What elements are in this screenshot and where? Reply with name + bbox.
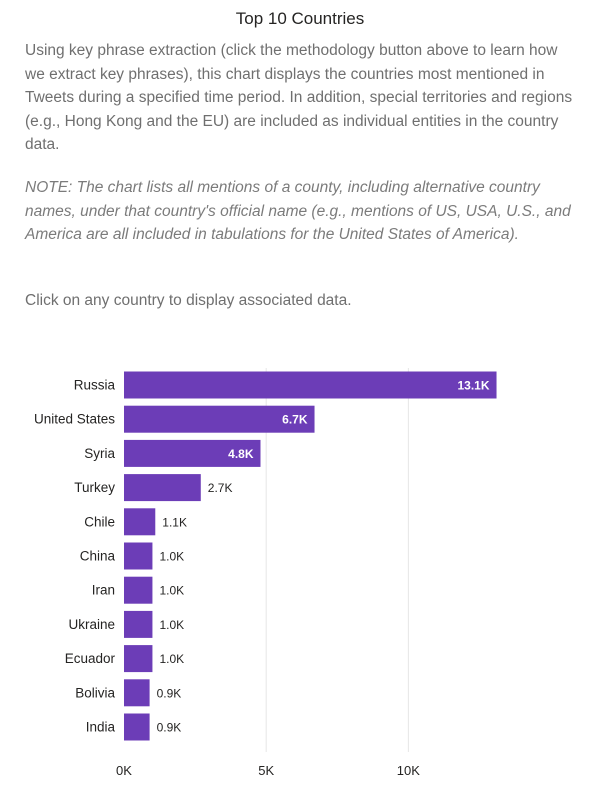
bar[interactable] [124, 645, 153, 673]
category-label[interactable]: Syria [84, 446, 115, 461]
bar[interactable] [124, 542, 153, 570]
bar[interactable] [124, 713, 150, 741]
data-label: 2.7K [208, 481, 233, 495]
x-tick-label: 0K [116, 763, 132, 778]
category-label[interactable]: Bolivia [75, 685, 115, 700]
category-label[interactable]: Chile [84, 514, 115, 529]
data-label: 1.0K [159, 550, 184, 564]
bar[interactable] [124, 371, 497, 399]
description-paragraph: Using key phrase extraction (click the m… [25, 42, 573, 153]
bar[interactable] [124, 405, 315, 433]
data-label: 1.0K [159, 652, 184, 666]
x-axis: 0K 5K 10K [116, 763, 420, 778]
category-labels: Russia United States Syria Turkey Chile China… [34, 378, 116, 735]
bar[interactable] [124, 439, 261, 467]
category-label[interactable]: Ukraine [68, 617, 115, 632]
bar[interactable] [124, 610, 153, 638]
category-label[interactable]: China [80, 549, 116, 564]
bar[interactable] [124, 474, 201, 502]
bar[interactable] [124, 679, 150, 707]
x-tick-label: 5K [258, 763, 274, 778]
data-label: 0.9K [157, 686, 182, 700]
data-label: 1.0K [159, 618, 184, 632]
category-label[interactable]: India [86, 720, 116, 735]
data-label: 0.9K [157, 721, 182, 735]
category-label[interactable]: Iran [92, 583, 115, 598]
chart-title: Top 10 Countries [235, 9, 365, 28]
data-label: 1.0K [159, 584, 184, 598]
bar[interactable] [124, 576, 153, 604]
click-instruction: Click on any country to display associat… [25, 292, 352, 309]
x-tick-label: 10K [397, 763, 420, 778]
methodology-note: NOTE: The chart lists all mentions of a … [25, 179, 571, 243]
data-label: 13.1K [458, 379, 490, 393]
bar[interactable] [124, 508, 156, 536]
category-label[interactable]: Turkey [74, 480, 115, 495]
bar-chart: 13.1K 6.7K 4.8K 2.7K 1.1K 1.0K 1.0K 1.0K 1.0K 0.9… [34, 368, 497, 778]
bars: 13.1K 6.7K 4.8K 2.7K 1.1K 1.0K 1.0K 1.0K 1.0K 0.9… [124, 371, 497, 741]
category-label[interactable]: Russia [74, 378, 116, 393]
data-label: 4.8K [228, 447, 254, 461]
data-label: 6.7K [282, 413, 308, 427]
category-label[interactable]: United States [34, 412, 115, 427]
category-label[interactable]: Ecuador [65, 651, 116, 666]
data-label: 1.1K [162, 515, 187, 529]
